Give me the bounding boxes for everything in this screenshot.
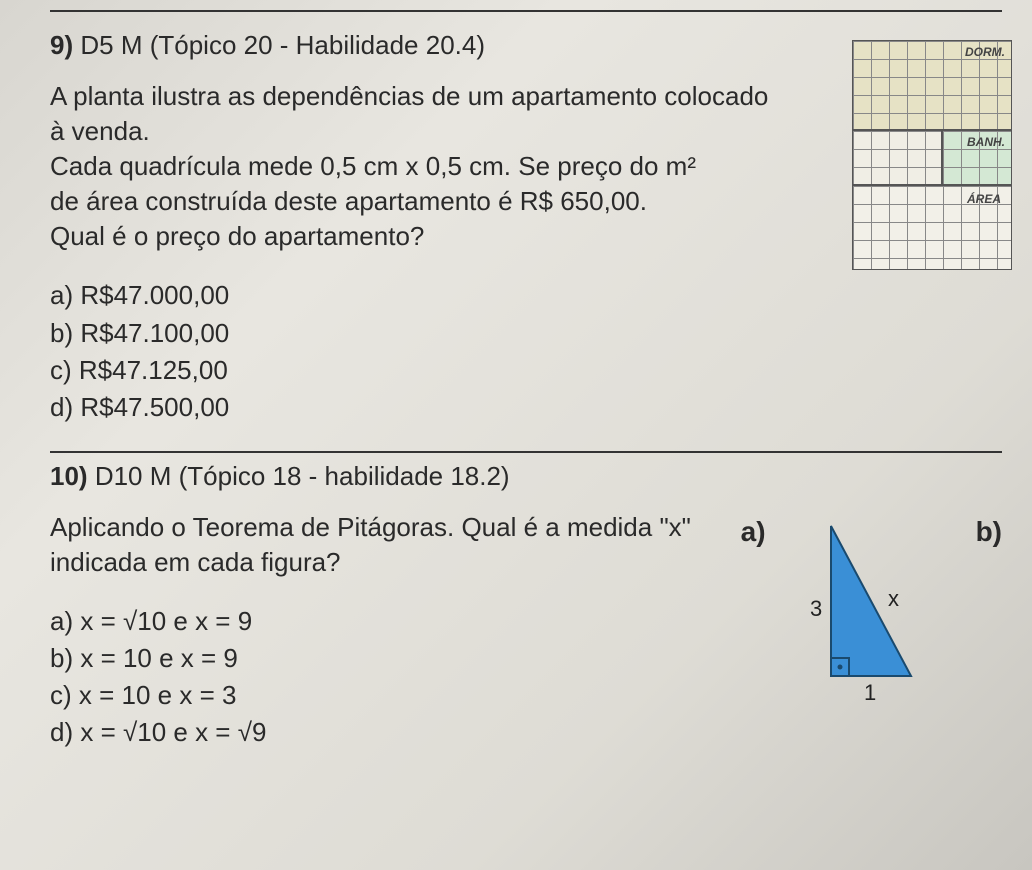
q10-options: a) x = √10 e x = 9 b) x = 10 e x = 9 c) … (50, 604, 721, 750)
q10-body: Aplicando o Teorema de Pitágoras. Qual é… (50, 510, 721, 580)
right-angle-dot (837, 664, 842, 669)
q9-code: D5 M (Tópico 20 - Habilidade 20.4) (80, 30, 485, 60)
q9-options: a) R$47.000,00 b) R$47.100,00 c) R$47.12… (50, 278, 1002, 424)
room-dorm-label: DORM. (965, 45, 1005, 59)
q9-line3: de área construída deste apartamento é R… (50, 184, 790, 219)
triangle-figure-a: 3 x 1 (806, 516, 936, 706)
fig-b-label: b) (976, 516, 1002, 548)
q10-code: D10 M (Tópico 18 - habilidade 18.2) (95, 461, 510, 491)
fig-a-label: a) (741, 516, 766, 548)
q10-option-d: d) x = √10 e x = √9 (50, 715, 721, 750)
q9-option-c: c) R$47.125,00 (50, 353, 1002, 388)
q10-figures: a) 3 x 1 b) (741, 516, 1002, 706)
triangle-side-bottom: 1 (864, 680, 876, 705)
room-banh: BANH. (942, 130, 1012, 185)
q9-number: 9) (50, 30, 73, 60)
q9-line4: Qual é o preço do apartamento? (50, 219, 790, 254)
room-area: ÁREA (852, 185, 1012, 270)
q9-body: A planta ilustra as dependências de um a… (50, 79, 790, 254)
triangle-side-left: 3 (810, 596, 822, 621)
question-10: 10) D10 M (Tópico 18 - habilidade 18.2) … (50, 453, 1002, 761)
q9-line1: A planta ilustra as dependências de um a… (50, 79, 790, 149)
q10-option-b: b) x = 10 e x = 9 (50, 641, 721, 676)
q9-line2: Cada quadrícula mede 0,5 cm x 0,5 cm. Se… (50, 149, 790, 184)
floorplan-figure: DORM. BANH. ÁREA (852, 40, 1022, 270)
q10-line1: Aplicando o Teorema de Pitágoras. Qual é… (50, 510, 721, 580)
triangle-side-hyp: x (888, 586, 899, 611)
room-banh-label: BANH. (967, 135, 1005, 149)
room-hall (852, 130, 942, 185)
top-divider (50, 10, 1002, 12)
q9-option-a: a) R$47.000,00 (50, 278, 1002, 313)
q10-option-c: c) x = 10 e x = 3 (50, 678, 721, 713)
q10-number: 10) (50, 461, 88, 491)
q10-option-a: a) x = √10 e x = 9 (50, 604, 721, 639)
room-area-label: ÁREA (967, 192, 1001, 206)
triangle-shape (831, 526, 911, 676)
room-dorm: DORM. (852, 40, 1012, 130)
q9-option-b: b) R$47.100,00 (50, 316, 1002, 351)
q9-option-d: d) R$47.500,00 (50, 390, 1002, 425)
q10-header: 10) D10 M (Tópico 18 - habilidade 18.2) (50, 461, 1002, 492)
